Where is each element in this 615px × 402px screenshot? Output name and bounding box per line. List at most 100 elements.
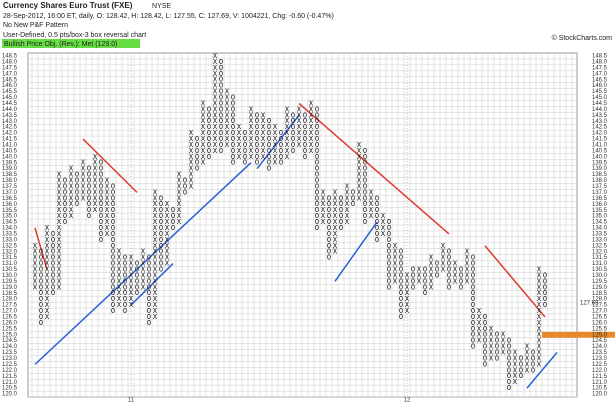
box-glyph: X: [333, 248, 338, 256]
box-glyph: O: [135, 260, 139, 268]
box-glyph: X: [201, 129, 206, 137]
box-glyph: O: [195, 135, 199, 143]
box-glyph: X: [333, 242, 338, 250]
box-glyph: X: [213, 129, 218, 137]
box-glyph: X: [477, 313, 482, 321]
box-glyph: X: [33, 277, 38, 285]
box-glyph: X: [225, 105, 230, 113]
box-glyph: O: [219, 129, 223, 137]
box-glyph: X: [45, 289, 50, 297]
box-glyph: O: [99, 200, 103, 208]
box-glyph: X: [237, 129, 242, 137]
box-glyph: X: [213, 99, 218, 107]
box-glyph: X: [45, 236, 50, 244]
box-glyph: O: [507, 343, 511, 351]
box-glyph: X: [465, 248, 470, 256]
y-tick-label-right: 143.5: [592, 113, 608, 119]
box-glyph: O: [279, 141, 283, 149]
box-glyph: X: [153, 242, 158, 250]
box-glyph: X: [249, 153, 254, 161]
box-glyph: O: [471, 260, 475, 268]
box-glyph: X: [189, 153, 194, 161]
y-tick-label-right: 145.0: [592, 95, 608, 101]
box-glyph: X: [357, 171, 362, 179]
box-glyph: O: [471, 289, 475, 297]
trendline: [256, 114, 300, 170]
box-glyph: O: [87, 171, 91, 179]
box-glyph: O: [39, 313, 43, 321]
box-glyph: X: [273, 123, 278, 131]
box-glyph: X: [261, 135, 266, 143]
box-glyph: O: [99, 165, 103, 173]
box-glyph: O: [219, 117, 223, 125]
y-tick-label-right: 126.5: [592, 315, 608, 321]
y-tick-label-right: 127.0: [592, 309, 608, 315]
box-glyph: X: [165, 254, 170, 262]
box-glyph: O: [507, 366, 511, 374]
box-glyph: X: [189, 135, 194, 143]
box-glyph: X: [369, 206, 374, 214]
box-glyph: X: [225, 88, 230, 96]
box-glyph: O: [207, 105, 211, 113]
box-glyph: X: [441, 248, 446, 256]
box-glyph: X: [33, 248, 38, 256]
box-glyph: O: [123, 265, 127, 273]
box-glyph: X: [57, 188, 62, 196]
y-tick-label-right: 137.5: [592, 184, 608, 190]
box-glyph: X: [513, 366, 518, 374]
x-tick-label: 11: [128, 398, 135, 402]
box-glyph: O: [315, 212, 319, 220]
box-glyph: O: [399, 254, 403, 262]
box-glyph: O: [315, 177, 319, 185]
box-glyph: O: [111, 295, 115, 303]
y-tick-label: 134.5: [2, 220, 18, 226]
box-glyph: O: [51, 248, 55, 256]
box-glyph: O: [267, 117, 271, 125]
box-glyph: X: [513, 378, 518, 386]
box-glyph: X: [93, 200, 98, 208]
box-glyph: O: [159, 242, 163, 250]
box-glyph: O: [363, 171, 367, 179]
box-glyph: O: [351, 194, 355, 202]
box-glyph: O: [135, 289, 139, 297]
box-glyph: O: [219, 123, 223, 131]
box-glyph: O: [75, 200, 79, 208]
box-glyph: X: [189, 177, 194, 185]
box-glyph: X: [57, 277, 62, 285]
box-glyph: O: [195, 165, 199, 173]
box-glyph: X: [381, 218, 386, 226]
box-glyph: O: [279, 147, 283, 155]
y-tick-label-right: 133.0: [592, 237, 608, 243]
box-glyph: X: [153, 301, 158, 309]
box-glyph: X: [345, 182, 350, 190]
box-glyph: O: [315, 171, 319, 179]
trendline: [130, 263, 174, 306]
box-glyph: X: [333, 206, 338, 214]
box-glyph: O: [375, 236, 379, 244]
box-glyph: O: [507, 349, 511, 357]
y-tick-label-right: 148.5: [592, 54, 608, 60]
box-glyph: X: [453, 277, 458, 285]
box-glyph: X: [153, 307, 158, 315]
box-glyph: X: [57, 283, 62, 291]
box-glyph: X: [33, 254, 38, 262]
box-glyph: O: [303, 117, 307, 125]
box-glyph: X: [405, 277, 410, 285]
box-glyph: X: [57, 236, 62, 244]
box-glyph: O: [99, 159, 103, 167]
box-glyph: X: [285, 147, 290, 155]
box-glyph: X: [261, 117, 266, 125]
box-glyph: X: [453, 260, 458, 268]
box-glyph: O: [243, 159, 247, 167]
box-glyph: X: [141, 265, 146, 273]
box-glyph: O: [207, 141, 211, 149]
box-glyph: X: [45, 313, 50, 321]
box-glyph: O: [291, 111, 295, 119]
